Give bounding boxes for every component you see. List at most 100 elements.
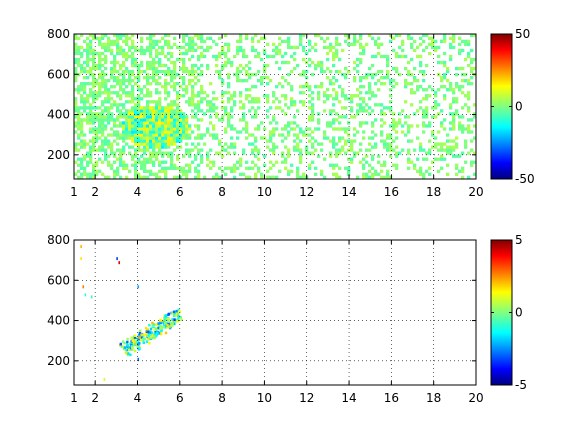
heatmap-cell <box>431 115 435 119</box>
heatmap-cell <box>134 121 138 125</box>
heatmap-cell <box>74 160 78 164</box>
heatmap-cell <box>407 82 411 86</box>
heatmap-cell <box>296 169 300 173</box>
heatmap-cell <box>147 330 150 334</box>
heatmap-cell <box>413 48 417 53</box>
heatmap-cell <box>251 160 255 164</box>
heatmap-cell <box>140 130 144 134</box>
heatmap-cell <box>425 109 429 113</box>
heatmap-cell <box>359 160 363 164</box>
heatmap-cell <box>95 115 99 119</box>
heatmap-cell <box>74 48 78 53</box>
heatmap-cell <box>194 115 198 119</box>
heatmap-cell <box>254 139 258 143</box>
heatmap-cell <box>455 172 459 176</box>
heatmap-cell <box>152 42 156 47</box>
heatmap-cell <box>131 54 135 59</box>
heatmap-cell <box>161 151 165 155</box>
heatmap-cell <box>452 145 456 149</box>
heatmap-cell <box>200 133 204 137</box>
heatmap-cell <box>227 57 231 62</box>
heatmap-cell <box>146 45 150 50</box>
heatmap-cell <box>383 75 387 80</box>
heatmap-cell <box>203 175 207 179</box>
heatmap-cell <box>92 36 96 41</box>
heatmap-cell <box>332 136 336 140</box>
heatmap-cell <box>446 172 450 176</box>
heatmap-cell <box>470 148 474 152</box>
heatmap-cell <box>344 39 348 44</box>
heatmap-cell <box>179 139 183 143</box>
heatmap-cell <box>407 148 411 152</box>
heatmap-cell <box>188 36 192 41</box>
heatmap-cell <box>83 100 87 104</box>
heatmap-cell <box>158 97 162 101</box>
heatmap-cell <box>446 139 450 143</box>
heatmap-cell <box>179 115 183 119</box>
heatmap-cell <box>233 169 237 173</box>
heatmap-cell <box>251 72 255 77</box>
heatmap-cell <box>134 97 138 101</box>
heatmap-cell <box>158 100 162 104</box>
heatmap-cell <box>170 85 174 89</box>
heatmap-cell <box>173 115 177 119</box>
heatmap-cell <box>386 57 390 62</box>
heatmap-cell <box>86 51 90 56</box>
heatmap-cell <box>149 42 153 47</box>
heatmap-cell <box>143 75 147 80</box>
heatmap-cell <box>434 48 438 53</box>
heatmap-cell <box>131 115 135 119</box>
heatmap-cell <box>148 341 151 345</box>
heatmap-cell <box>173 124 177 128</box>
heatmap-cell <box>155 333 158 337</box>
heatmap-cell <box>182 82 186 86</box>
heatmap-cell <box>158 121 162 125</box>
heatmap-cell <box>419 69 423 74</box>
heatmap-cell <box>145 340 149 343</box>
heatmap-cell <box>314 172 318 176</box>
heatmap-cell <box>218 151 222 155</box>
heatmap-cell <box>377 36 381 41</box>
heatmap-cell <box>137 79 141 83</box>
heatmap-cell <box>77 148 81 152</box>
heatmap-cell <box>83 169 87 173</box>
heatmap-cell <box>215 69 219 74</box>
heatmap-cell <box>101 100 105 104</box>
heatmap-cell <box>164 112 168 116</box>
heatmap-cell <box>143 166 147 170</box>
heatmap-cell <box>116 91 120 95</box>
heatmap-cell <box>80 175 84 179</box>
heatmap-cell <box>170 69 174 74</box>
heatmap-cell <box>227 166 231 170</box>
heatmap-cell <box>125 66 129 71</box>
heatmap-cell <box>164 331 168 335</box>
heatmap-cell <box>365 121 369 125</box>
heatmap-cell <box>335 69 339 74</box>
heatmap-cell <box>314 42 318 47</box>
heatmap-cell <box>176 72 180 77</box>
heatmap-cell <box>158 106 162 110</box>
heatmap-cell <box>416 109 420 113</box>
heatmap-cell <box>113 121 117 125</box>
heatmap-cell <box>353 151 357 155</box>
heatmap-cell <box>161 63 165 68</box>
heatmap-cell <box>131 145 135 149</box>
heatmap-cell <box>422 148 426 152</box>
heatmap-cell <box>125 127 129 131</box>
heatmap-cell <box>158 163 162 167</box>
heatmap-cell <box>242 66 246 71</box>
heatmap-cell <box>107 88 111 92</box>
heatmap-cell <box>197 163 201 167</box>
heatmap-cell <box>329 151 333 155</box>
heatmap-cell <box>206 127 210 131</box>
heatmap-cell <box>143 106 147 110</box>
heatmap-cell <box>136 340 139 344</box>
heatmap-cell <box>155 106 159 110</box>
heatmap-cell <box>332 63 336 68</box>
heatmap-cell <box>224 60 228 65</box>
heatmap-cell <box>308 133 312 137</box>
heatmap-cell <box>149 109 153 113</box>
heatmap-cell <box>104 100 108 104</box>
heatmap-cell <box>164 127 168 131</box>
heatmap-cell <box>125 69 129 74</box>
